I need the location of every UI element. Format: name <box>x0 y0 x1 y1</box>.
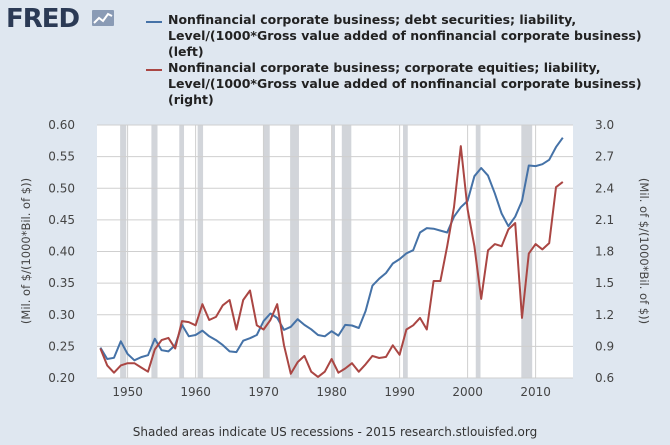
right-tick-label-5: 2.1 <box>595 213 614 227</box>
left-tick-label-7: 0.55 <box>48 150 75 164</box>
x-tick-label-0: 1950 <box>112 385 143 399</box>
series-lines <box>99 137 564 378</box>
legend-label-left: Nonfinancial corporate business; debt se… <box>168 12 642 59</box>
legend-label-right: Nonfinancial corporate business; corpora… <box>168 60 642 107</box>
x-tick-label-2: 1970 <box>248 385 279 399</box>
right-tick-label-4: 1.8 <box>595 245 614 259</box>
fred-logo: FRED <box>6 4 80 34</box>
left-tick-label-0: 0.20 <box>48 371 75 385</box>
legend-swatch-left <box>146 21 162 23</box>
left-tick-label-8: 0.60 <box>48 118 75 132</box>
x-tick-label-6: 2010 <box>520 385 551 399</box>
x-tick-label-1: 1960 <box>180 385 211 399</box>
series-line-corporate-equities <box>99 145 564 378</box>
line-graph-icon <box>92 10 114 26</box>
left-tick-label-3: 0.35 <box>48 276 75 290</box>
left-tick-label-6: 0.50 <box>48 181 75 195</box>
left-tick-label-5: 0.45 <box>48 213 75 227</box>
right-tick-label-3: 1.5 <box>595 276 614 290</box>
left-axis-title: (Mil. of $/(1000*Bil. of $)) <box>19 178 33 324</box>
right-axis-title: (Mil. of $/(1000*Bil. of $)) <box>637 178 651 324</box>
right-tick-label-0: 0.6 <box>595 371 614 385</box>
legend-swatch-right <box>146 69 162 71</box>
right-tick-label-7: 2.7 <box>595 150 614 164</box>
left-tick-label-2: 0.30 <box>48 308 75 322</box>
right-tick-label-6: 2.4 <box>595 181 614 195</box>
right-tick-label-2: 1.2 <box>595 308 614 322</box>
tick-labels: 0.20 0.25 0.30 0.35 0.40 0.45 0.50 0.55 0.60 0.6 0… <box>48 118 614 399</box>
x-tick-label-5: 2000 <box>452 385 483 399</box>
right-tick-label-1: 0.9 <box>595 339 614 353</box>
x-tick-label-3: 1980 <box>316 385 347 399</box>
x-tick-label-4: 1990 <box>384 385 415 399</box>
left-tick-label-1: 0.25 <box>48 339 75 353</box>
line-chart: 0.20 0.25 0.30 0.35 0.40 0.45 0.50 0.55 0.60 0.6 0… <box>19 118 651 399</box>
footer-note: Shaded areas indicate US recessions - 20… <box>132 425 538 439</box>
grid-lines <box>97 124 573 379</box>
left-tick-label-4: 0.40 <box>48 245 75 259</box>
right-tick-label-8: 3.0 <box>595 118 614 132</box>
